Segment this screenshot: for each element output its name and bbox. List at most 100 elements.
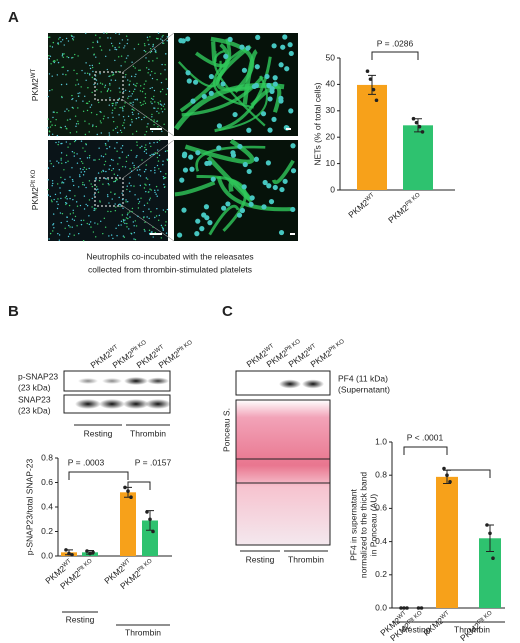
cell bbox=[93, 207, 96, 210]
nucleus bbox=[181, 207, 187, 213]
cell bbox=[71, 106, 74, 109]
cell bbox=[49, 89, 51, 92]
cell bbox=[82, 168, 84, 171]
cell bbox=[110, 158, 113, 161]
cell bbox=[57, 198, 59, 200]
x-tick-label-sup: WT bbox=[396, 610, 407, 621]
cell bbox=[69, 233, 71, 235]
cell bbox=[133, 238, 135, 240]
cell bbox=[77, 83, 80, 85]
cell bbox=[62, 182, 65, 184]
cell bbox=[52, 111, 55, 113]
cell bbox=[92, 46, 94, 49]
cell bbox=[161, 63, 163, 66]
cell bbox=[74, 139, 77, 142]
cell bbox=[56, 59, 58, 61]
nucleus bbox=[199, 226, 205, 232]
cell bbox=[76, 79, 78, 81]
cell bbox=[74, 115, 77, 117]
cell bbox=[166, 40, 168, 42]
y-tick-label: 0.8 bbox=[375, 469, 387, 479]
nucleus bbox=[189, 166, 195, 172]
cell bbox=[102, 183, 104, 185]
cell bbox=[91, 64, 94, 67]
cell bbox=[72, 212, 75, 214]
cell bbox=[58, 141, 60, 143]
cell bbox=[158, 139, 161, 142]
cell bbox=[93, 209, 95, 211]
cell bbox=[135, 73, 137, 76]
cell bbox=[123, 127, 126, 129]
cell bbox=[94, 177, 97, 179]
cell bbox=[146, 126, 148, 128]
cell bbox=[118, 196, 120, 199]
cell bbox=[83, 195, 86, 197]
cell bbox=[108, 132, 110, 134]
cell bbox=[111, 198, 113, 200]
cell bbox=[141, 159, 143, 161]
nucleus bbox=[290, 143, 296, 149]
cell bbox=[164, 150, 167, 153]
x-tick-label-sup: Plt KO bbox=[476, 610, 493, 626]
data-point bbox=[148, 517, 152, 522]
nucleus bbox=[194, 231, 200, 237]
cell bbox=[153, 153, 155, 156]
cell bbox=[139, 69, 141, 71]
cell bbox=[145, 190, 147, 193]
data-point bbox=[67, 551, 71, 556]
cell bbox=[156, 208, 158, 210]
cell bbox=[160, 224, 163, 227]
cell bbox=[145, 116, 148, 118]
group-label: Resting bbox=[246, 554, 275, 564]
nucleus bbox=[253, 82, 260, 89]
cell bbox=[83, 184, 86, 186]
cell bbox=[114, 79, 117, 82]
cell bbox=[130, 170, 133, 172]
cell bbox=[108, 104, 110, 106]
cell bbox=[95, 186, 98, 188]
nucleus bbox=[264, 73, 270, 80]
nucleus bbox=[237, 143, 243, 150]
cell bbox=[151, 86, 153, 89]
cell bbox=[67, 56, 70, 59]
y-tick-label: 0.8 bbox=[41, 452, 53, 462]
cell bbox=[125, 201, 127, 203]
cell bbox=[52, 165, 55, 167]
cell bbox=[124, 76, 126, 78]
cell bbox=[112, 73, 115, 76]
cell bbox=[109, 90, 112, 92]
data-point bbox=[411, 116, 416, 121]
annotation: P < .0001 bbox=[407, 432, 444, 442]
cell bbox=[144, 183, 146, 185]
cell bbox=[67, 70, 69, 72]
cell bbox=[154, 172, 156, 174]
cell bbox=[75, 125, 77, 128]
y-tick-label: 0.4 bbox=[375, 536, 387, 546]
cell bbox=[151, 77, 154, 80]
cell bbox=[122, 207, 124, 209]
cell bbox=[121, 145, 124, 147]
cell bbox=[99, 45, 101, 48]
cell bbox=[53, 61, 56, 64]
cell bbox=[51, 184, 53, 187]
cell bbox=[73, 152, 75, 154]
nucleus bbox=[288, 108, 294, 114]
cell bbox=[115, 206, 117, 208]
cell bbox=[106, 147, 108, 150]
cell bbox=[107, 195, 109, 198]
cell bbox=[76, 162, 79, 164]
x-tick-label-sup: WT bbox=[364, 192, 375, 203]
data-point bbox=[371, 87, 376, 92]
cell bbox=[47, 95, 49, 98]
cell bbox=[151, 102, 153, 105]
cell bbox=[118, 87, 121, 89]
cell bbox=[152, 45, 154, 48]
cell bbox=[114, 127, 117, 130]
cell bbox=[145, 67, 148, 69]
cell bbox=[138, 174, 140, 176]
cell bbox=[88, 131, 90, 133]
cell bbox=[104, 160, 107, 163]
image-ko bbox=[48, 140, 168, 241]
nucleus bbox=[223, 53, 229, 59]
cell bbox=[137, 198, 139, 200]
